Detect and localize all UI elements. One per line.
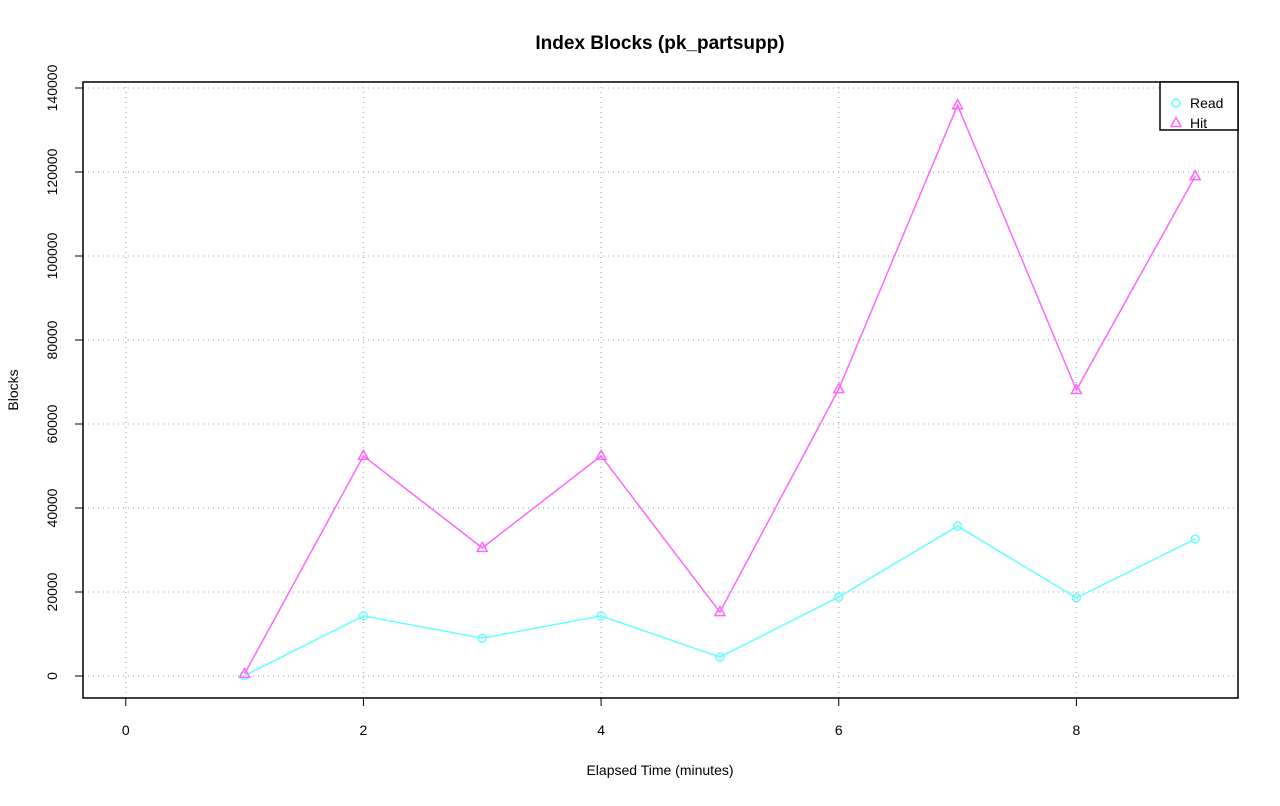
y-tick-label: 100000	[44, 232, 60, 279]
x-axis-label: Elapsed Time (minutes)	[586, 762, 733, 778]
y-tick-label: 140000	[44, 64, 60, 111]
data-point	[715, 652, 725, 662]
legend-label: Read	[1190, 95, 1223, 111]
legend-marker	[1171, 98, 1181, 108]
x-tick-label: 8	[1072, 722, 1080, 738]
legend-label: Hit	[1190, 115, 1207, 131]
series-line	[243, 103, 1196, 675]
x-tick-label: 4	[597, 722, 605, 738]
y-tick-label: 120000	[44, 148, 60, 195]
y-tick-label: 0	[44, 672, 60, 680]
y-tick-label: 40000	[44, 488, 60, 527]
data-point	[1070, 382, 1083, 395]
plot-frame	[82, 81, 1239, 699]
data-point	[358, 611, 369, 621]
y-tick-label: 80000	[44, 320, 60, 359]
data-point	[952, 521, 963, 531]
y-tick-label: 60000	[44, 404, 60, 443]
data-point	[832, 382, 846, 394]
data-point	[477, 633, 488, 643]
chart-title: Index Blocks (pk_partsupp)	[535, 33, 784, 54]
data-point	[594, 448, 608, 461]
data-point	[1190, 534, 1200, 544]
series-line	[244, 525, 1196, 677]
data-point	[1071, 593, 1082, 603]
data-point	[833, 592, 844, 602]
data-point	[357, 448, 370, 461]
legend-marker	[1169, 115, 1183, 128]
data-point	[1188, 169, 1202, 181]
data-point	[238, 666, 251, 679]
data-point	[713, 605, 727, 617]
y-tick-label: 20000	[44, 572, 60, 611]
y-axis-label: Blocks	[5, 369, 21, 410]
x-tick-label: 6	[835, 722, 843, 738]
x-tick-label: 2	[360, 722, 368, 738]
x-tick-label: 0	[122, 722, 130, 738]
data-point	[951, 98, 964, 110]
data-point	[475, 540, 489, 553]
data-point	[596, 611, 606, 621]
